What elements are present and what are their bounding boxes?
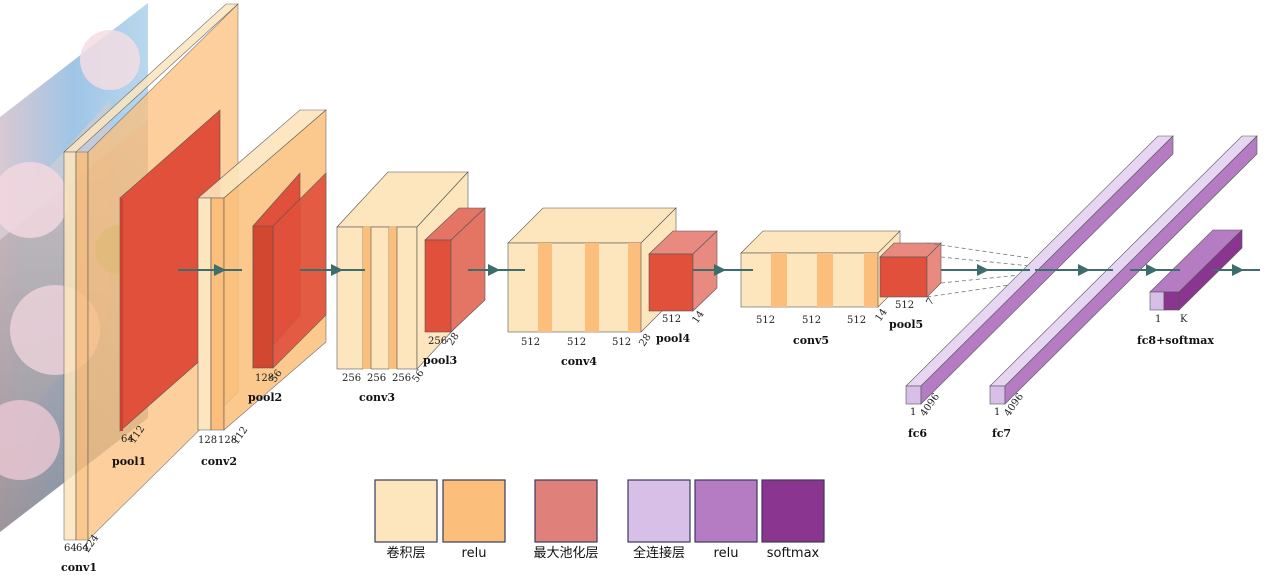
legend-swatch-softmax xyxy=(761,479,825,543)
legend-label-fc-relu: relu xyxy=(714,546,739,561)
conv5-dim-3: 512 xyxy=(847,315,866,326)
conv1-label: conv1 xyxy=(61,561,97,574)
fc6-dim-1: 1 xyxy=(910,407,916,418)
fc7-label: fc7 xyxy=(992,427,1011,440)
legend-swatch-relu xyxy=(442,479,506,543)
fc8-label: fc8+softmax xyxy=(1137,334,1214,347)
fc8-softmax-block xyxy=(1149,229,1243,311)
pool3-block xyxy=(424,207,486,333)
conv5-dim-2: 512 xyxy=(802,315,821,326)
conv4-dim-2: 512 xyxy=(567,337,586,348)
conv1-dim-1: 64 xyxy=(64,543,77,554)
pool3-dim-1: 256 xyxy=(428,336,447,347)
pool2-block xyxy=(252,172,327,369)
legend-label-softmax: softmax xyxy=(767,546,820,561)
conv5-block xyxy=(740,230,901,308)
conv5-dim-4: 14 xyxy=(873,307,889,324)
fc7-dim-1: 1 xyxy=(994,407,1000,418)
conv2-label: conv2 xyxy=(201,455,237,468)
conv2-block xyxy=(197,109,327,431)
pool5-block xyxy=(879,242,942,298)
pool4-label: pool4 xyxy=(656,332,691,345)
conv2-dim-2: 128 xyxy=(218,435,237,446)
legend-label-conv: 卷积层 xyxy=(386,545,425,561)
pool4-dim-1: 512 xyxy=(662,314,681,325)
conv3-dim-3: 256 xyxy=(392,373,411,384)
conv1-dim-2: 64 xyxy=(76,543,89,554)
pool2-dim-1: 128 xyxy=(255,373,274,384)
conv4-dim-4: 28 xyxy=(637,332,653,349)
conv2-dim-3: 112 xyxy=(230,425,250,447)
legend-swatch-conv xyxy=(374,479,438,543)
conv4-dim-3: 512 xyxy=(612,337,631,348)
connection-arrows xyxy=(178,264,1260,276)
pool3-label: pool3 xyxy=(423,354,457,367)
conv3-dim-1: 256 xyxy=(342,373,361,384)
pool2-label: pool2 xyxy=(248,391,282,404)
legend-swatch-fc-relu xyxy=(694,479,758,543)
conv4-label: conv4 xyxy=(561,355,597,368)
conv3-dim-4: 56 xyxy=(410,368,426,385)
conv5-label: conv5 xyxy=(793,334,829,347)
pool5-label: pool5 xyxy=(889,318,923,331)
legend-swatch-fc xyxy=(627,479,691,543)
pool1-dim-1: 64 xyxy=(121,434,134,445)
conv3-label: conv3 xyxy=(359,391,395,404)
conv2-dim-1: 128 xyxy=(198,435,217,446)
pool1-block xyxy=(119,109,221,432)
legend-label-maxpool: 最大池化层 xyxy=(533,546,598,561)
pool5-dim-1: 512 xyxy=(895,300,914,311)
fc6-label: fc6 xyxy=(908,427,927,440)
pool5-dim-2: 7 xyxy=(924,296,937,308)
conv3-dim-2: 256 xyxy=(367,373,386,384)
legend-swatch-maxpool xyxy=(534,479,598,543)
conv5-dim-1: 512 xyxy=(756,315,775,326)
legend-label-relu: relu xyxy=(462,546,487,561)
pool1-label: pool1 xyxy=(112,455,146,468)
layer-names: conv1 pool1 conv2 pool2 conv3 pool3 conv… xyxy=(61,318,1214,574)
fc8-dim-1: 1 xyxy=(1155,314,1161,325)
fc8-dim-2: K xyxy=(1180,314,1188,325)
legend: 卷积层 relu 最大池化层 全连接层 relu softmax xyxy=(374,479,825,561)
conv4-dim-1: 512 xyxy=(521,337,540,348)
legend-label-fc: 全连接层 xyxy=(633,545,685,561)
